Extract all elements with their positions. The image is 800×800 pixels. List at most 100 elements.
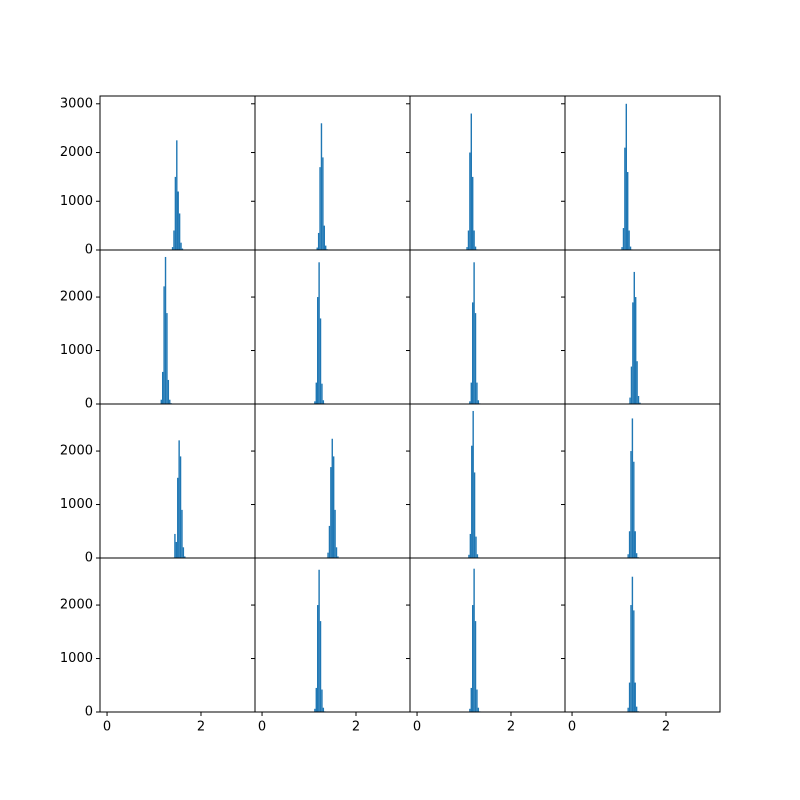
bar (321, 689, 323, 712)
bar (630, 366, 633, 404)
bar (166, 313, 168, 404)
bar (627, 172, 629, 250)
y-tick-label: 1000 (60, 497, 93, 512)
y-tick-label: 3000 (60, 96, 93, 111)
bar (327, 552, 329, 558)
bar (472, 605, 474, 712)
bar (317, 605, 319, 712)
panel-frame (564, 557, 721, 713)
bar (182, 547, 185, 558)
panel-frame (564, 403, 721, 559)
bar (471, 445, 473, 558)
bar (328, 525, 331, 558)
bar (322, 157, 324, 250)
bar (473, 472, 476, 558)
bar (475, 536, 477, 558)
bar (621, 247, 623, 250)
bar (628, 682, 631, 712)
bar (174, 533, 176, 558)
x-tick-label: 2 (197, 720, 205, 735)
bar (321, 383, 323, 404)
bar (176, 140, 178, 250)
bar (319, 621, 322, 712)
bar (476, 554, 479, 558)
bar (629, 246, 632, 250)
bar (318, 262, 320, 404)
y-tick-label: 0 (85, 243, 93, 258)
bar (181, 509, 183, 558)
bar (320, 123, 323, 250)
bar (474, 313, 477, 404)
bar (467, 230, 470, 250)
bar (323, 225, 325, 250)
x-tick-label: 0 (413, 720, 421, 735)
bar (178, 440, 180, 558)
bar (177, 477, 179, 558)
bar (314, 401, 316, 404)
bar (631, 576, 634, 712)
x-tick-label: 2 (662, 720, 670, 735)
bar (477, 707, 480, 712)
bar (622, 228, 625, 250)
bar (322, 400, 325, 404)
bar (169, 399, 171, 404)
bar (628, 531, 631, 558)
bar (633, 461, 635, 558)
panel-frame (99, 557, 256, 713)
bar (469, 401, 471, 404)
bar (633, 271, 635, 404)
bar (324, 245, 327, 250)
bar (473, 230, 475, 250)
panel-frame (409, 403, 566, 559)
bar (473, 568, 475, 712)
bar (332, 456, 335, 558)
bar (636, 361, 638, 404)
bar (474, 246, 477, 250)
bar (319, 318, 322, 404)
bar (635, 706, 638, 712)
x-tick-label: 2 (507, 720, 515, 735)
bar (319, 167, 321, 250)
bar (318, 569, 320, 712)
bar (163, 286, 165, 404)
bar (476, 689, 478, 712)
bar (162, 371, 164, 404)
x-tick-label: 2 (352, 720, 360, 735)
bar (466, 247, 468, 250)
bar (470, 687, 472, 712)
bar (331, 438, 333, 558)
bar (184, 556, 186, 558)
y-tick-label: 2000 (60, 444, 93, 459)
bar (637, 395, 640, 404)
y-tick-label: 1000 (60, 194, 93, 209)
y-tick-label: 0 (85, 397, 93, 412)
bar (334, 509, 336, 558)
bar (175, 541, 178, 558)
panel-frame (254, 557, 411, 713)
bar (630, 605, 632, 712)
panel-frame (564, 249, 721, 405)
bar (633, 610, 635, 712)
bar (337, 556, 339, 558)
panel-frame (254, 95, 411, 251)
bar (469, 152, 471, 250)
bar (160, 399, 162, 404)
bar (179, 456, 182, 558)
bar (472, 302, 474, 404)
bar (639, 402, 641, 404)
bar (476, 382, 478, 404)
bar (472, 410, 474, 558)
y-tick-label: 0 (85, 551, 93, 566)
panel-frame (254, 249, 411, 405)
bar (174, 176, 177, 250)
bar (627, 707, 629, 712)
bar (634, 531, 636, 558)
bar (470, 382, 472, 404)
bar (469, 533, 472, 558)
bar (632, 302, 634, 404)
panel-frame (409, 249, 566, 405)
bar (314, 708, 316, 712)
y-tick-label: 2000 (60, 598, 93, 613)
bar (631, 418, 634, 558)
